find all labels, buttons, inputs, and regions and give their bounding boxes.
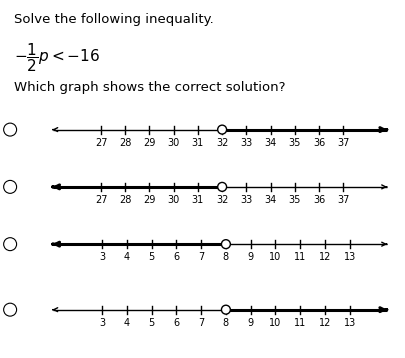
- Text: 31: 31: [192, 138, 204, 148]
- Text: 34: 34: [264, 138, 277, 148]
- Ellipse shape: [222, 240, 230, 248]
- Ellipse shape: [217, 183, 226, 191]
- Text: 13: 13: [343, 252, 356, 262]
- Text: Which graph shows the correct solution?: Which graph shows the correct solution?: [14, 81, 286, 93]
- Text: 27: 27: [95, 195, 107, 205]
- Text: 12: 12: [319, 318, 331, 328]
- Text: 27: 27: [95, 138, 107, 148]
- Text: 4: 4: [124, 318, 130, 328]
- Text: 36: 36: [313, 195, 325, 205]
- Text: 5: 5: [149, 318, 155, 328]
- Text: 12: 12: [319, 252, 331, 262]
- Ellipse shape: [4, 180, 17, 193]
- Text: 10: 10: [269, 252, 281, 262]
- Text: 35: 35: [289, 138, 301, 148]
- Text: 28: 28: [119, 138, 132, 148]
- Text: 5: 5: [149, 252, 155, 262]
- Ellipse shape: [4, 303, 17, 316]
- Text: Solve the following inequality.: Solve the following inequality.: [14, 13, 214, 25]
- Text: 9: 9: [247, 252, 254, 262]
- Text: 6: 6: [173, 318, 179, 328]
- Ellipse shape: [217, 125, 226, 134]
- Ellipse shape: [4, 123, 17, 136]
- Text: 35: 35: [289, 195, 301, 205]
- Text: 8: 8: [223, 252, 229, 262]
- Text: 32: 32: [216, 195, 228, 205]
- Text: 8: 8: [223, 318, 229, 328]
- Text: 30: 30: [168, 138, 180, 148]
- Text: 10: 10: [269, 318, 281, 328]
- Text: 31: 31: [192, 195, 204, 205]
- Text: 13: 13: [343, 318, 356, 328]
- Text: 29: 29: [143, 195, 156, 205]
- Text: 3: 3: [99, 252, 105, 262]
- Text: 28: 28: [119, 195, 132, 205]
- Text: 37: 37: [337, 195, 350, 205]
- Text: 7: 7: [198, 318, 204, 328]
- Text: 33: 33: [240, 138, 252, 148]
- Ellipse shape: [222, 305, 230, 314]
- Text: 30: 30: [168, 195, 180, 205]
- Text: 3: 3: [99, 318, 105, 328]
- Text: 7: 7: [198, 252, 204, 262]
- Text: 9: 9: [247, 318, 254, 328]
- Text: $-\dfrac{1}{2}p < -16$: $-\dfrac{1}{2}p < -16$: [14, 41, 100, 74]
- Text: 33: 33: [240, 195, 252, 205]
- Text: 37: 37: [337, 138, 350, 148]
- Text: 34: 34: [264, 195, 277, 205]
- Text: 11: 11: [294, 252, 306, 262]
- Text: 6: 6: [173, 252, 179, 262]
- Text: 11: 11: [294, 318, 306, 328]
- Ellipse shape: [4, 238, 17, 251]
- Text: 32: 32: [216, 138, 228, 148]
- Text: 4: 4: [124, 252, 130, 262]
- Text: 36: 36: [313, 138, 325, 148]
- Text: 29: 29: [143, 138, 156, 148]
